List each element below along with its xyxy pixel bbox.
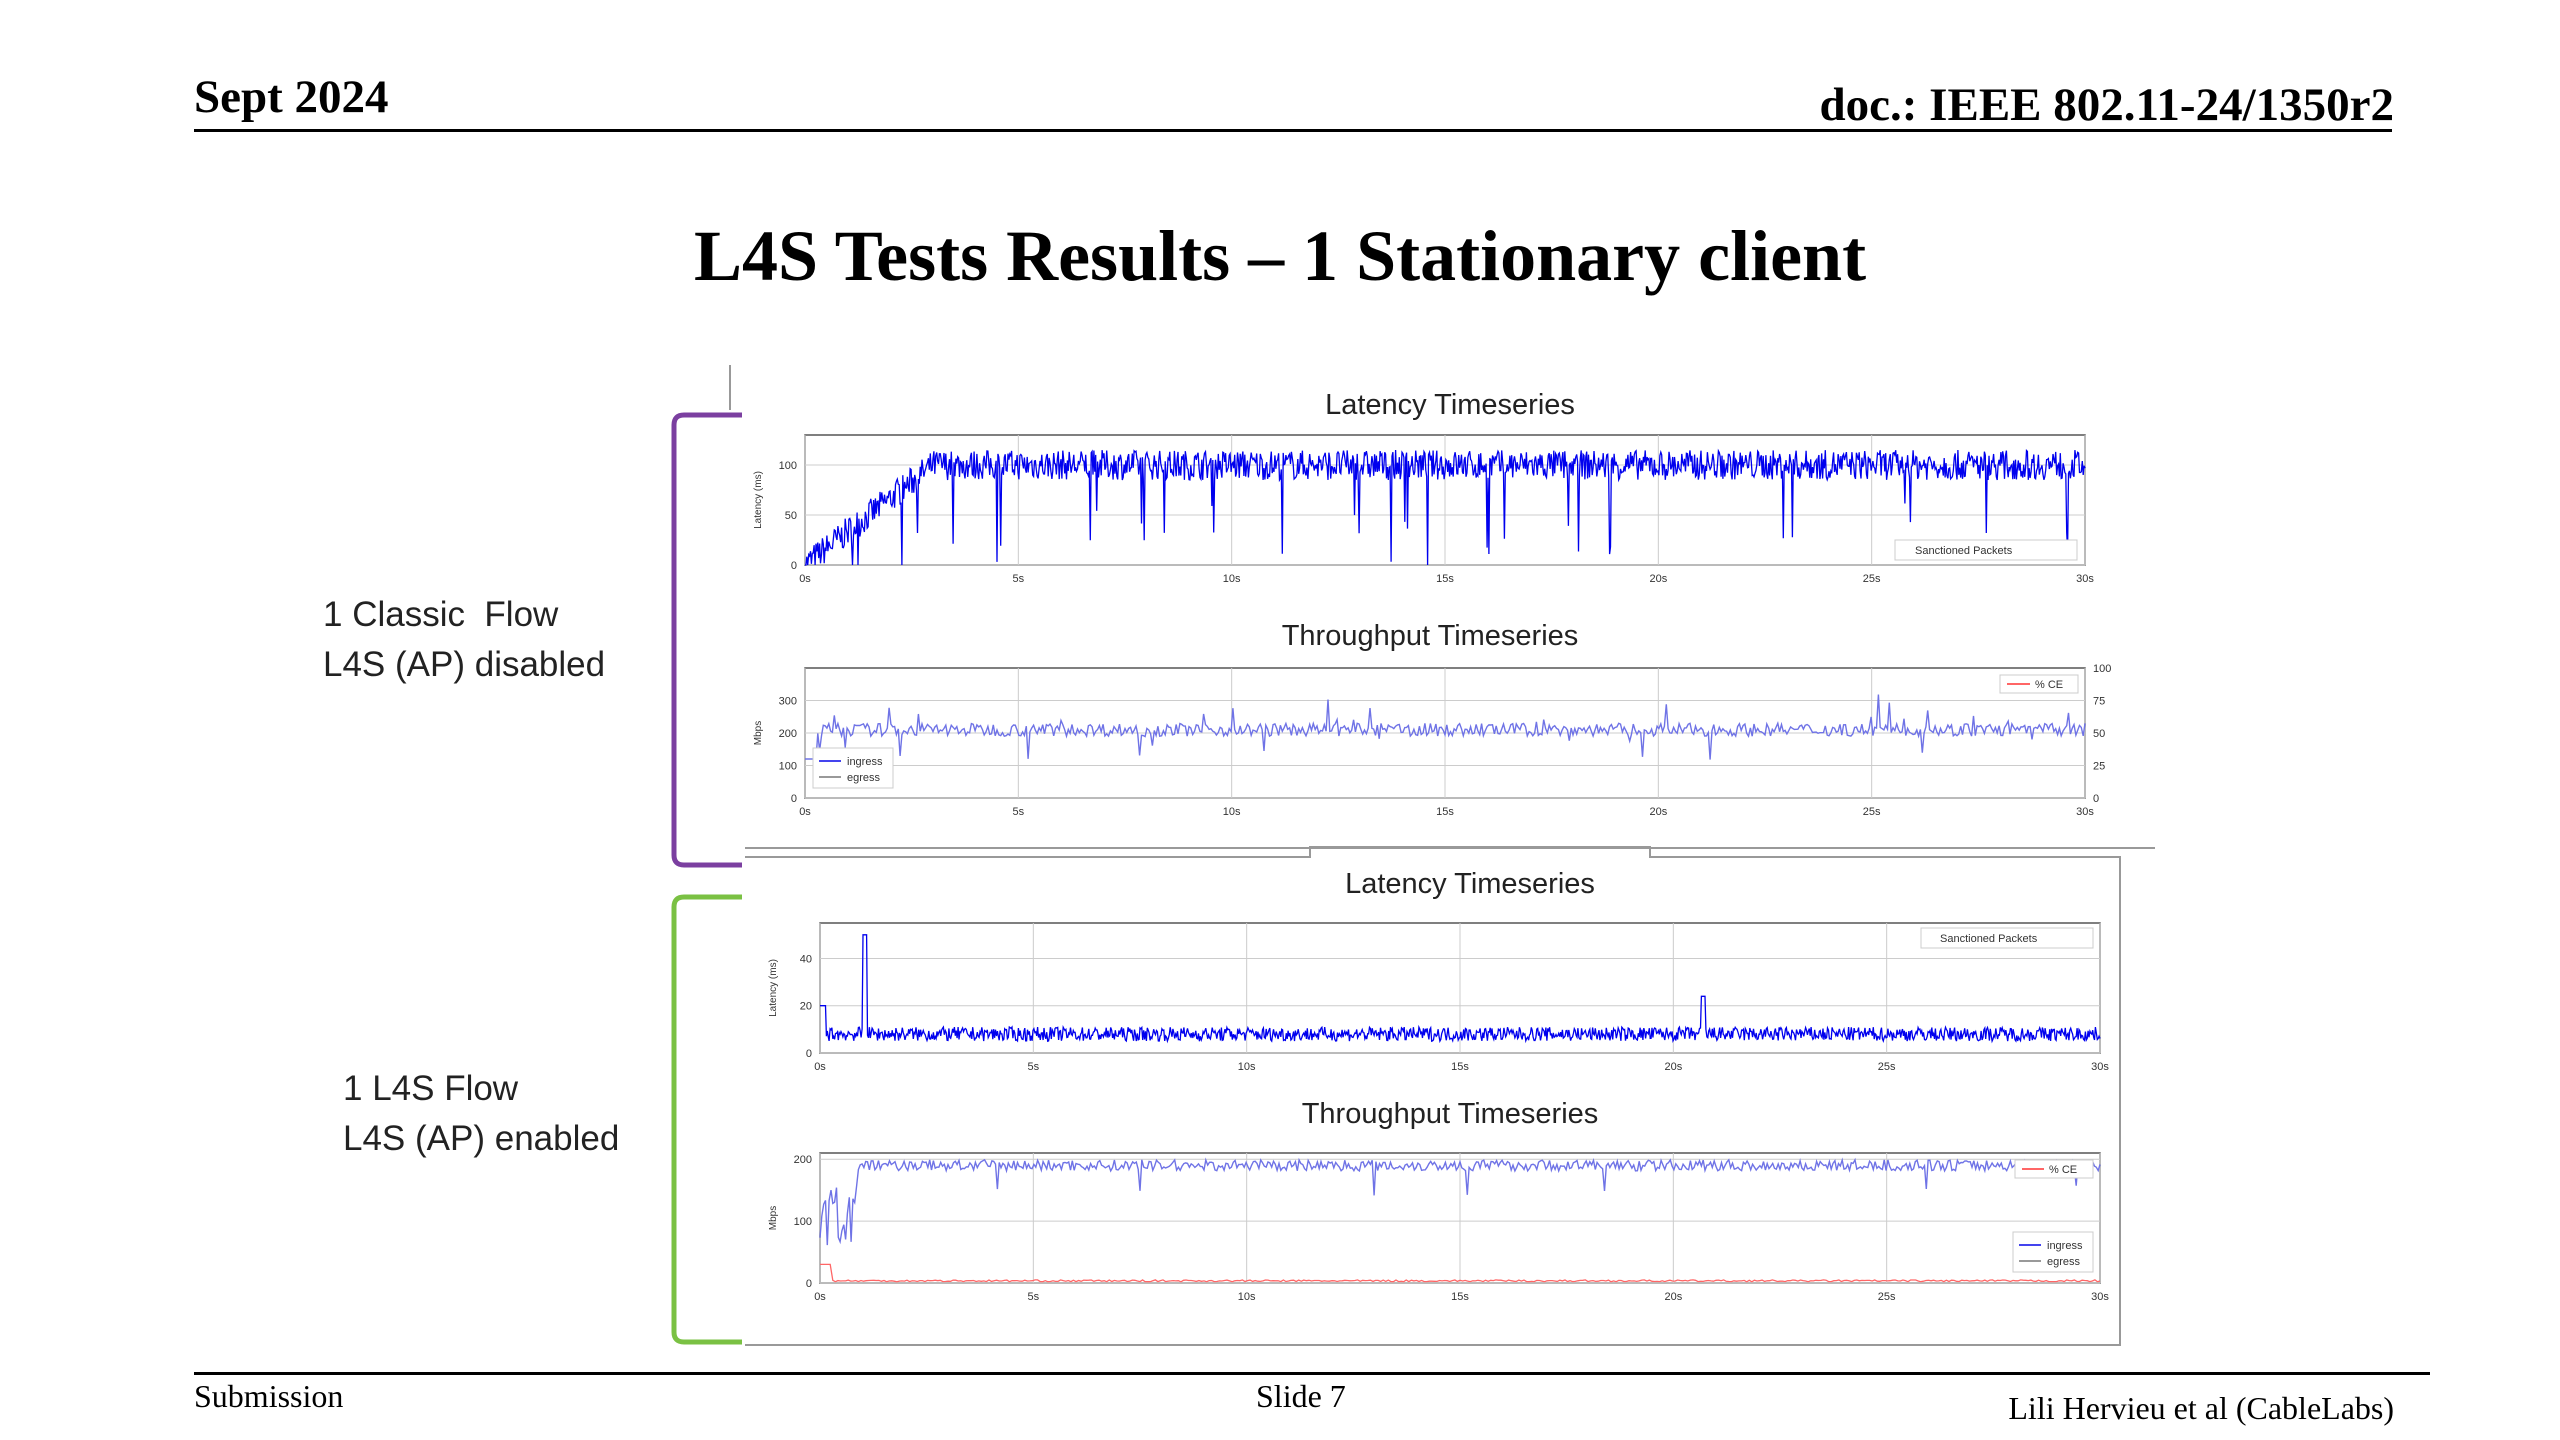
g1-throughput-y2tick-label: 100	[2093, 663, 2111, 675]
g2-latency-ytick-label: 0	[806, 1048, 812, 1060]
g1-latency-legend-sanctioned: Sanctioned Packets	[1915, 545, 2013, 557]
group1-line1: 1 Classic Flow	[323, 595, 559, 634]
g1-ce-legend-label: % CE	[2035, 679, 2063, 691]
g1-throughput-ingress	[805, 694, 2086, 760]
panel-frame-lower	[745, 846, 2121, 1346]
g2-legend-label-egress: egress	[2047, 1256, 2081, 1268]
footer-submission: Submission	[194, 1378, 344, 1414]
g2-latency-legend-box	[1920, 927, 2094, 949]
g2-latency-xtick-label: 30s	[2091, 1061, 2109, 1073]
g2-throughput-xtick-label: 10s	[1238, 1291, 1256, 1303]
brackets	[671, 365, 742, 1345]
g1-legend-label-ingress: ingress	[847, 756, 883, 768]
g2-latency-line	[820, 934, 2101, 1044]
g1-throughput-y2tick-label: 0	[2093, 793, 2099, 805]
g1-ce-legend-box	[1999, 674, 2079, 694]
g2-latency-chart: 0s 5s 10s 15s 20s 25s 30s 0 20 40 Latency (ms) Sanc…	[768, 922, 2109, 1073]
g1-latency-xtick-label: 0s	[799, 573, 811, 585]
g2-throughput-ce	[820, 1263, 2101, 1283]
g2-throughput-xtick-label: 0s	[814, 1291, 826, 1303]
g2-latency-xtick-label: 25s	[1878, 1061, 1896, 1073]
g2-ce-legend-label: % CE	[2049, 1164, 2077, 1176]
g2-throughput-ylabel: Mbps	[768, 1206, 779, 1230]
header-rule	[194, 129, 2392, 132]
g1-latency-xtick-label: 5s	[1013, 573, 1025, 585]
group1-line2: L4S (AP) disabled	[323, 645, 606, 684]
g1-throughput-y2tick-label: 50	[2093, 728, 2105, 740]
footer-author: Lili Hervieu et al (CableLabs)	[2008, 1390, 2394, 1426]
g1-latency-ytick-label: 0	[791, 560, 797, 572]
g2-series-legend-box	[2012, 1231, 2094, 1273]
group1-label: 1 Classic Flow L4S (AP) disabled	[323, 590, 605, 690]
g1-throughput-ytick-label: 0	[791, 793, 797, 805]
g2-latency-xtick-label: 10s	[1238, 1061, 1256, 1073]
group2-label: 1 L4S Flow L4S (AP) enabled	[343, 1064, 619, 1164]
g2-throughput-title: Throughput Timeseries	[1302, 1098, 1599, 1130]
g2-throughput-ingress	[819, 1157, 2101, 1246]
g2-latency-ylabel: Latency (ms)	[768, 959, 779, 1017]
group2-line2: L4S (AP) enabled	[343, 1119, 620, 1158]
g1-latency-xtick-label: 10s	[1223, 573, 1241, 585]
g1-latency-line	[805, 448, 2086, 566]
g2-latency-xtick-label: 5s	[1028, 1061, 1040, 1073]
g1-latency-xtick-label: 30s	[2076, 573, 2094, 585]
g2-latency-legend-sanctioned: Sanctioned Packets	[1940, 933, 2038, 945]
g2-throughput-ytick-label: 200	[794, 1154, 812, 1166]
g2-throughput-xtick-label: 5s	[1028, 1291, 1040, 1303]
g1-throughput-ytick-label: 100	[779, 761, 797, 773]
g2-latency-ytick-label: 40	[800, 953, 812, 965]
header-date: Sept 2024	[194, 71, 389, 123]
g1-throughput-xtick-label: 25s	[1863, 806, 1881, 818]
g1-latency-xtick-label: 15s	[1436, 573, 1454, 585]
g1-throughput-ytick-label: 300	[779, 696, 797, 708]
g2-latency-title: Latency Timeseries	[1345, 868, 1595, 900]
g1-throughput-xtick-label: 30s	[2076, 806, 2094, 818]
g1-latency-xtick-label: 25s	[1863, 573, 1881, 585]
g2-latency-xtick-label: 15s	[1451, 1061, 1469, 1073]
g1-throughput-xtick-label: 5s	[1013, 806, 1025, 818]
g2-throughput-ytick-label: 0	[806, 1278, 812, 1290]
g1-latency-title: Latency Timeseries	[1325, 389, 1575, 421]
g2-throughput-chart: 0s 5s 10s 15s 20s 25s 30s 0 100 200 Mbps % CE ingres…	[768, 1152, 2109, 1303]
header-doc-id: doc.: IEEE 802.11-24/1350r2	[1819, 79, 2394, 131]
footer-rule	[194, 1372, 2430, 1375]
chart-panel: Latency Timeseries 0s 5s 10s 15s 20s 25s 30s05…	[745, 389, 2155, 1346]
g1-throughput-ytick-label: 200	[779, 728, 797, 740]
g2-throughput-xtick-label: 30s	[2091, 1291, 2109, 1303]
g1-series-legend-box	[812, 747, 894, 789]
slide-title: L4S Tests Results – 1 Stationary client	[693, 216, 1867, 296]
g1-latency-legend-box	[1894, 539, 2078, 561]
g2-latency-ytick-label: 20	[800, 1001, 812, 1013]
g2-latency-xtick-label: 20s	[1664, 1061, 1682, 1073]
g1-latency-xtick-label: 20s	[1649, 573, 1667, 585]
g1-latency-chart: 0s 5s 10s 15s 20s 25s 30s 0 50 100 Latency (ms) San…	[753, 434, 2094, 585]
g1-throughput-title: Throughput Timeseries	[1282, 620, 1579, 652]
g1-throughput-xtick-label: 10s	[1223, 806, 1241, 818]
g1-throughput-y2tick-label: 25	[2093, 761, 2105, 773]
g2-legend-label-ingress: ingress	[2047, 1240, 2083, 1252]
g1-latency-ytick-label: 50	[785, 510, 797, 522]
g1-legend-label-egress: egress	[847, 772, 881, 784]
g2-throughput-xtick-label: 15s	[1451, 1291, 1469, 1303]
g1-throughput-xtick-label: 0s	[799, 806, 811, 818]
bracket-classic	[671, 412, 742, 868]
g2-throughput-xtick-label: 25s	[1878, 1291, 1896, 1303]
g2-throughput-ytick-label: 100	[794, 1216, 812, 1228]
g1-latency-ytick-label: 100	[779, 460, 797, 472]
g1-throughput-xtick-label: 15s	[1436, 806, 1454, 818]
group2-line1: 1 L4S Flow	[343, 1069, 519, 1108]
g2-latency-xtick-label: 0s	[814, 1061, 826, 1073]
g2-throughput-xtick-label: 20s	[1664, 1291, 1682, 1303]
g1-throughput-y2tick-label: 75	[2093, 696, 2105, 708]
bracket-l4s	[671, 894, 742, 1345]
g1-throughput-xtick-label: 20s	[1649, 806, 1667, 818]
g2-ce-legend-box	[2014, 1159, 2094, 1179]
g1-throughput-ylabel: Mbps	[753, 721, 764, 745]
footer-slide-number: Slide 7	[1256, 1378, 1346, 1414]
g1-throughput-chart: 0s 5s 10s 15s 20s 25s 30s0100200300Mbps0255075…	[753, 663, 2111, 818]
g1-latency-ylabel: Latency (ms)	[753, 471, 764, 529]
